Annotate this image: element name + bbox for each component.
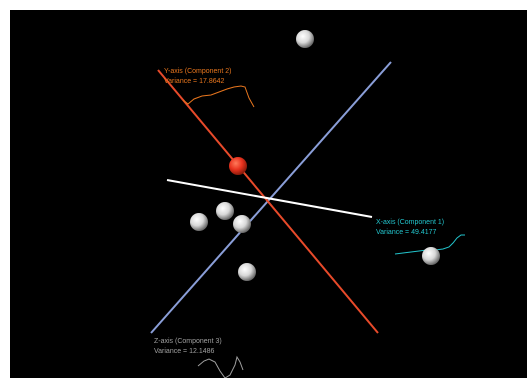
data-point[interactable] <box>233 215 251 233</box>
x-axis-line <box>166 179 373 218</box>
3d-scatter-viewport[interactable]: Y-axis (Component 2) Variance = 17.8642 … <box>10 10 527 378</box>
z-axis-label: Z-axis (Component 3) <box>154 338 222 345</box>
data-point[interactable] <box>238 263 256 281</box>
data-point[interactable] <box>422 247 440 265</box>
z-axis-variance: Variance = 12.1486 <box>154 348 214 355</box>
data-point-highlighted[interactable] <box>229 157 247 175</box>
z-variance-sparkline <box>197 355 244 378</box>
data-point[interactable] <box>190 213 208 231</box>
x-axis-variance: Variance = 49.4177 <box>376 229 436 236</box>
data-point[interactable] <box>296 30 314 48</box>
y-axis-variance: Variance = 17.8642 <box>164 78 224 85</box>
x-axis-label: X-axis (Component 1) <box>376 219 444 226</box>
y-axis-label: Y-axis (Component 2) <box>164 68 231 75</box>
pca-3d-scatter-plot[interactable]: Y-axis (Component 2) Variance = 17.8642 … <box>10 10 527 378</box>
y-variance-sparkline <box>182 85 255 108</box>
data-point[interactable] <box>216 202 234 220</box>
x-variance-sparkline <box>394 234 465 255</box>
y-axis-line <box>157 69 379 334</box>
z-axis-line <box>150 61 392 334</box>
